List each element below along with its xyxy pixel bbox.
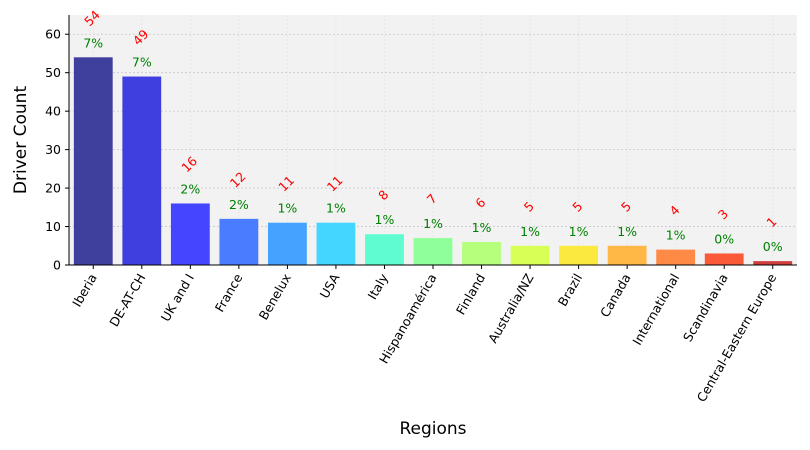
bar: [267, 222, 307, 265]
y-tick-label: 50: [45, 65, 61, 80]
y-tick-label: 0: [53, 258, 61, 273]
bar: [413, 238, 453, 265]
percent-label: 1%: [277, 201, 297, 216]
x-tick-label: Australia/NZ: [485, 271, 537, 346]
y-axis-label: Driver Count: [11, 86, 31, 195]
x-tick-label: USA: [317, 271, 343, 301]
y-tick-label: 30: [45, 142, 61, 157]
percent-label: 1%: [569, 224, 589, 239]
percent-label: 2%: [229, 197, 249, 212]
bar: [316, 222, 356, 265]
percent-label: 1%: [666, 228, 686, 243]
percent-label: 0%: [763, 239, 783, 254]
x-axis-ticks: Iberia DE-AT-CH UK and I France Benelux USA It…: [69, 265, 779, 404]
y-tick-label: 10: [45, 219, 61, 234]
bar: [607, 245, 647, 265]
bar: [219, 218, 259, 265]
x-tick-label: DE-AT-CH: [106, 271, 148, 329]
x-axis-label: Regions: [399, 419, 466, 439]
bar: [462, 241, 501, 265]
y-tick-label: 20: [45, 181, 61, 196]
x-tick-label: International: [629, 271, 682, 348]
x-tick-label: Benelux: [256, 271, 294, 322]
percent-label: 1%: [617, 224, 637, 239]
y-tick-label: 60: [45, 27, 61, 42]
bar: [510, 245, 550, 265]
grid-lines: [69, 15, 797, 265]
x-tick-label: Scandinavia: [680, 271, 731, 344]
x-tick-label: Finland: [453, 271, 488, 317]
y-tick-label: 40: [45, 104, 61, 119]
bar: [122, 76, 162, 266]
bar: [559, 245, 599, 265]
percent-label: 7%: [132, 55, 152, 70]
bars: [73, 57, 793, 266]
x-tick-label: Canada: [597, 271, 634, 320]
bar: [656, 249, 696, 265]
x-tick-label: Italy: [365, 270, 392, 302]
bar: [365, 234, 404, 265]
x-tick-label: France: [212, 271, 246, 315]
x-tick-label: Iberia: [69, 271, 100, 309]
percent-label: 0%: [714, 231, 734, 246]
percent-label: 1%: [375, 212, 395, 227]
percent-label: 1%: [423, 216, 443, 231]
x-tick-label: UK and I: [158, 271, 197, 324]
bar: [170, 203, 210, 265]
percent-label: 1%: [472, 220, 492, 235]
y-axis-ticks: 0 10 20 30 40 50 60: [45, 27, 69, 273]
percent-label: 1%: [326, 201, 346, 216]
bar: [704, 253, 744, 265]
percent-label: 7%: [83, 35, 103, 50]
x-tick-label: Brazil: [555, 271, 585, 309]
percent-label: 2%: [180, 181, 200, 196]
bar: [753, 261, 793, 265]
percent-label: 1%: [520, 224, 540, 239]
bar: [73, 57, 113, 265]
